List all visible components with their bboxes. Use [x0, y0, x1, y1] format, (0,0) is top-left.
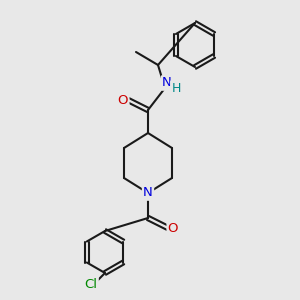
Text: N: N — [143, 187, 153, 200]
Text: N: N — [162, 76, 172, 89]
Text: O: O — [168, 221, 178, 235]
Text: Cl: Cl — [85, 278, 98, 290]
Text: H: H — [171, 82, 181, 94]
Text: O: O — [118, 94, 128, 106]
